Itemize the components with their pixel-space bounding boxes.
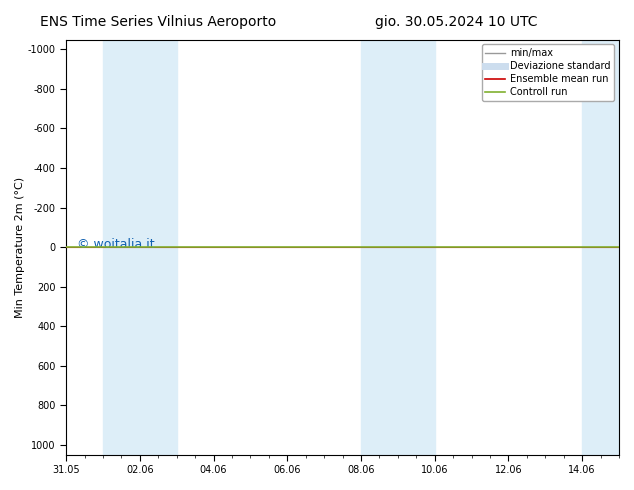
Legend: min/max, Deviazione standard, Ensemble mean run, Controll run: min/max, Deviazione standard, Ensemble m… xyxy=(482,45,614,101)
Bar xyxy=(361,40,435,455)
Bar xyxy=(103,40,177,455)
Text: © woitalia.it: © woitalia.it xyxy=(77,239,155,251)
Text: ENS Time Series Vilnius Aeroporto: ENS Time Series Vilnius Aeroporto xyxy=(41,15,276,29)
Text: gio. 30.05.2024 10 UTC: gio. 30.05.2024 10 UTC xyxy=(375,15,538,29)
Bar xyxy=(582,40,634,455)
Y-axis label: Min Temperature 2m (°C): Min Temperature 2m (°C) xyxy=(15,176,25,318)
